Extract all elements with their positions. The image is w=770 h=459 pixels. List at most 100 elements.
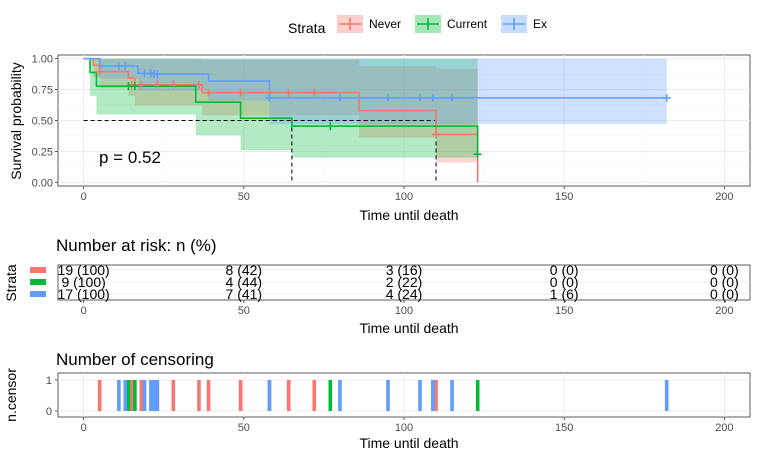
censor-mark-never: [95, 67, 104, 76]
censor-bar-ex: [418, 380, 422, 411]
censor-mark-ex: [265, 93, 274, 102]
risk-cell-never: 19 (100): [58, 262, 110, 278]
km-x-tick-label: 0: [81, 191, 87, 203]
risk-cell-never: 8 (42): [226, 262, 263, 278]
risk-x-tick-label: 0: [81, 305, 87, 317]
risk-x-tick-label: 50: [238, 305, 250, 317]
censor-mark-ex: [662, 93, 671, 102]
censor-x-tick-label: 0: [81, 422, 87, 434]
risk-cell-ex: 17 (100): [58, 286, 110, 302]
risk-table: Number at risk: n (%) 19 (100) 8 (42) 3 (1…: [3, 236, 751, 336]
censor-bar-never: [129, 380, 134, 411]
censor-mark-current: [473, 150, 482, 159]
risk-cell-ex: 1 (6): [550, 286, 579, 302]
censor-mark-never: [169, 80, 178, 89]
censor-mark-ex: [335, 93, 344, 102]
km-y-tick-label: 0.00: [32, 177, 53, 189]
legend-label: Ex: [533, 17, 547, 31]
censor-bar-ex: [123, 380, 128, 411]
km-grid: [58, 55, 750, 186]
risk-cell-current: 2 (22): [386, 274, 423, 290]
censor-x-tick-label: 50: [238, 422, 250, 434]
km-ylabel: Survival probability: [8, 62, 24, 180]
risk-row-key-ex: [30, 291, 46, 297]
censor-bar-never: [206, 380, 211, 411]
ci-band-ex: [83, 58, 667, 125]
censor-bar-never: [312, 380, 317, 411]
risk-cell-never: 0 (0): [550, 262, 579, 278]
censor-plot-title: Number of censoring: [56, 350, 214, 369]
risk-row-key-never: [30, 267, 46, 273]
km-axis-ticks: 0 50 100 150 200 0.00 0.25 0.50 0.75 1.00: [32, 54, 734, 203]
risk-cell-current: 4 (44): [226, 274, 263, 290]
km-plot: 0 50 100 150 200 0.00 0.25 0.50 0.75 1.00 p = 0.5…: [8, 54, 751, 223]
censor-bar-ex: [117, 380, 121, 411]
censor-bar-ex: [338, 380, 342, 411]
censor-mark-current: [326, 122, 335, 131]
risk-table-title: Number at risk: n (%): [56, 236, 217, 255]
censor-mark-ex: [428, 93, 437, 102]
censor-bar-never: [139, 380, 144, 411]
censor-ylabel: n.censor: [3, 368, 19, 422]
censor-mark-ex: [383, 93, 392, 102]
km-x-tick-label: 50: [238, 191, 250, 203]
ci-band-current: [83, 58, 478, 158]
censor-bar-ex: [450, 380, 454, 411]
legend-label: Never: [369, 17, 401, 31]
censor-plot: Number of censoring 0 50 100 150 200 0 1 Time …: [3, 350, 751, 451]
legend-entry-ex: Ex: [501, 15, 547, 33]
censor-x-tick-label: 100: [395, 422, 413, 434]
censor-bar-ex: [149, 380, 153, 411]
risk-cell-current: 0 (0): [710, 274, 739, 290]
censor-bar-ex: [155, 380, 160, 411]
km-xlabel: Time until death: [359, 207, 458, 223]
km-y-tick-label: 0.25: [32, 146, 53, 158]
censor-bar-current: [126, 380, 131, 411]
censor-mark-ex: [448, 93, 457, 102]
risk-cell-never: 0 (0): [710, 262, 739, 278]
censor-bar-ex: [431, 380, 435, 411]
legend-label: Current: [447, 17, 488, 31]
censor-bar-never: [97, 380, 102, 411]
km-y-tick-label: 0.50: [32, 116, 53, 128]
censor-bar-never: [434, 380, 438, 411]
censor-x-tick-label: 200: [715, 422, 733, 434]
risk-x-tick-label: 100: [395, 305, 413, 317]
risk-cell-ex: 0 (0): [710, 286, 739, 302]
censor-mark-never: [153, 80, 162, 89]
risk-xlabel: Time until death: [359, 320, 458, 336]
censor-bar-current: [475, 380, 480, 411]
risk-cell-never: 3 (16): [386, 262, 423, 278]
censor-bar-current: [328, 380, 333, 411]
censor-mark-never: [204, 88, 213, 97]
censor-bar-ex: [152, 380, 156, 411]
pvalue-label: p = 0.52: [99, 148, 161, 167]
censor-bar-current: [133, 380, 137, 411]
legend: Strata Never Current Ex: [288, 15, 547, 36]
censor-bar-never: [197, 380, 201, 411]
censor-bar-never: [171, 380, 176, 411]
risk-cell-current: 9 (100): [61, 274, 105, 290]
legend-title: Strata: [288, 20, 326, 36]
km-y-tick-label: 0.75: [32, 85, 53, 97]
censor-y-tick-label: 1: [46, 375, 52, 387]
censor-mark-never: [194, 80, 203, 89]
censor-mark-never: [137, 80, 146, 89]
censor-bar-never: [286, 380, 291, 411]
km-censor-marks: [95, 61, 671, 159]
risk-cell-ex: 7 (41): [226, 286, 263, 302]
km-x-tick-label: 200: [715, 191, 733, 203]
censor-mark-never: [284, 88, 293, 97]
km-y-tick-label: 1.00: [32, 54, 53, 66]
censor-x-tick-label: 150: [555, 422, 573, 434]
censor-mark-never: [236, 88, 245, 97]
legend-entry-never: Never: [337, 15, 401, 33]
censor-bar-ex: [267, 380, 272, 411]
censor-xlabel: Time until death: [359, 435, 458, 451]
censor-mark-ex: [153, 70, 162, 79]
censor-y-tick-label: 0: [46, 406, 52, 418]
risk-x-tick-label: 150: [555, 305, 573, 317]
risk-row-key-current: [30, 279, 46, 285]
km-x-tick-label: 150: [555, 191, 573, 203]
